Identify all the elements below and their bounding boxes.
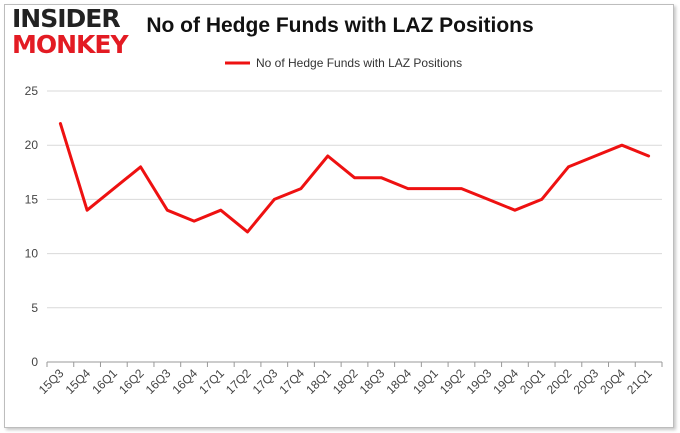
insider-monkey-logo: INSIDER MONKEY <box>12 6 130 58</box>
x-tick-label: 19Q3 <box>464 366 495 397</box>
x-tick-label: 17Q4 <box>276 366 307 397</box>
y-tick-label: 0 <box>31 355 38 369</box>
x-tick-label: 16Q2 <box>116 366 147 397</box>
x-tick-label: 16Q3 <box>143 366 174 397</box>
x-tick-label: 18Q2 <box>330 366 361 397</box>
x-tick-label: 18Q4 <box>383 366 414 397</box>
x-tick-label: 17Q2 <box>223 366 254 397</box>
x-tick-label: 19Q2 <box>437 366 468 397</box>
y-tick-label: 20 <box>25 138 39 152</box>
x-tick-label: 20Q1 <box>517 366 548 397</box>
chart-title: No of Hedge Funds with LAZ Positions <box>146 14 534 37</box>
logo-line-1: INSIDER <box>12 4 121 33</box>
y-tick-label: 15 <box>25 192 39 206</box>
x-tick-label: 19Q4 <box>490 366 521 397</box>
grid-lines <box>47 90 662 309</box>
y-tick-label: 25 <box>25 84 39 98</box>
legend: No of Hedge Funds with LAZ Positions <box>225 56 462 70</box>
y-tick-label: 5 <box>31 301 38 315</box>
y-tick-labels: 0 5 10 15 20 25 <box>25 84 39 369</box>
y-tick-label: 10 <box>25 247 39 261</box>
legend-label: No of Hedge Funds with LAZ Positions <box>256 56 462 70</box>
x-tick-label: 15Q4 <box>63 366 94 397</box>
x-tick-label: 20Q4 <box>597 366 628 397</box>
x-tick-label: 20Q3 <box>571 366 602 397</box>
chart-frame <box>4 4 674 428</box>
x-tick-labels: 15Q315Q416Q116Q216Q316Q417Q117Q217Q317Q4… <box>36 366 655 397</box>
x-tick-label: 18Q1 <box>303 366 334 397</box>
series-line <box>58 122 651 234</box>
x-tick-label: 21Q1 <box>624 366 655 397</box>
x-tick-label: 15Q3 <box>36 366 67 397</box>
axes <box>46 361 663 367</box>
x-tick-label: 20Q2 <box>544 366 575 397</box>
x-tick-label: 19Q1 <box>410 366 441 397</box>
x-tick-label: 16Q4 <box>170 366 201 397</box>
x-tick-label: 18Q3 <box>357 366 388 397</box>
logo-line-2: MONKEY <box>12 30 129 59</box>
series-group <box>58 122 651 234</box>
x-tick-label: 17Q1 <box>196 366 227 397</box>
x-tick-label: 16Q1 <box>89 366 120 397</box>
x-tick-label: 17Q3 <box>250 366 281 397</box>
